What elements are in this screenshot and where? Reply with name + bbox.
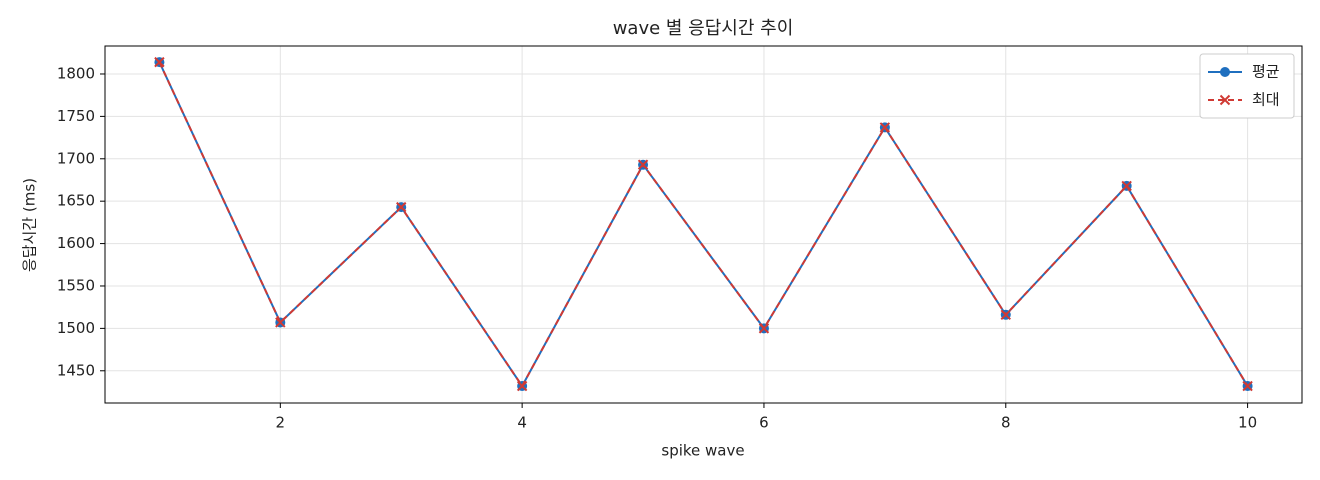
y-tick-label: 1700 — [57, 149, 95, 167]
marker — [1000, 309, 1011, 321]
series-line — [158, 61, 1249, 388]
y-tick-label: 1500 — [57, 319, 95, 337]
series-line — [158, 61, 1249, 388]
marker — [154, 56, 165, 68]
legend-marker — [1220, 67, 1230, 77]
x-tick-label: 8 — [1001, 414, 1011, 432]
chart-title: wave 별 응답시간 추이 — [613, 18, 794, 39]
x-tick-label: 2 — [276, 414, 286, 432]
marker — [516, 380, 528, 392]
x-tick-label: 10 — [1238, 414, 1257, 432]
legend-label: 평균 — [1252, 63, 1280, 81]
plot-frame — [104, 45, 1303, 404]
y-axis-label: 응답시간 (ms) — [21, 178, 39, 272]
y-tick-label: 1550 — [57, 276, 95, 294]
y-tick-label: 1800 — [57, 64, 95, 82]
y-tick-label: 1450 — [57, 361, 95, 379]
y-tick-label: 1750 — [57, 107, 95, 125]
legend-label: 최대 — [1252, 91, 1280, 109]
marker — [758, 323, 770, 334]
x-tick-label: 4 — [517, 414, 527, 432]
marker — [1242, 380, 1253, 392]
x-tick-label: 6 — [759, 414, 769, 432]
y-tick-label: 1650 — [57, 192, 95, 210]
x-axis-label: spike wave — [661, 442, 744, 460]
marker — [637, 159, 649, 170]
marker — [879, 122, 891, 133]
legend-marker — [1219, 94, 1231, 106]
marker — [275, 317, 286, 328]
legend-box — [1199, 53, 1295, 119]
marker — [396, 201, 407, 213]
y-tick-label: 1600 — [57, 234, 95, 252]
marker — [1121, 180, 1132, 192]
